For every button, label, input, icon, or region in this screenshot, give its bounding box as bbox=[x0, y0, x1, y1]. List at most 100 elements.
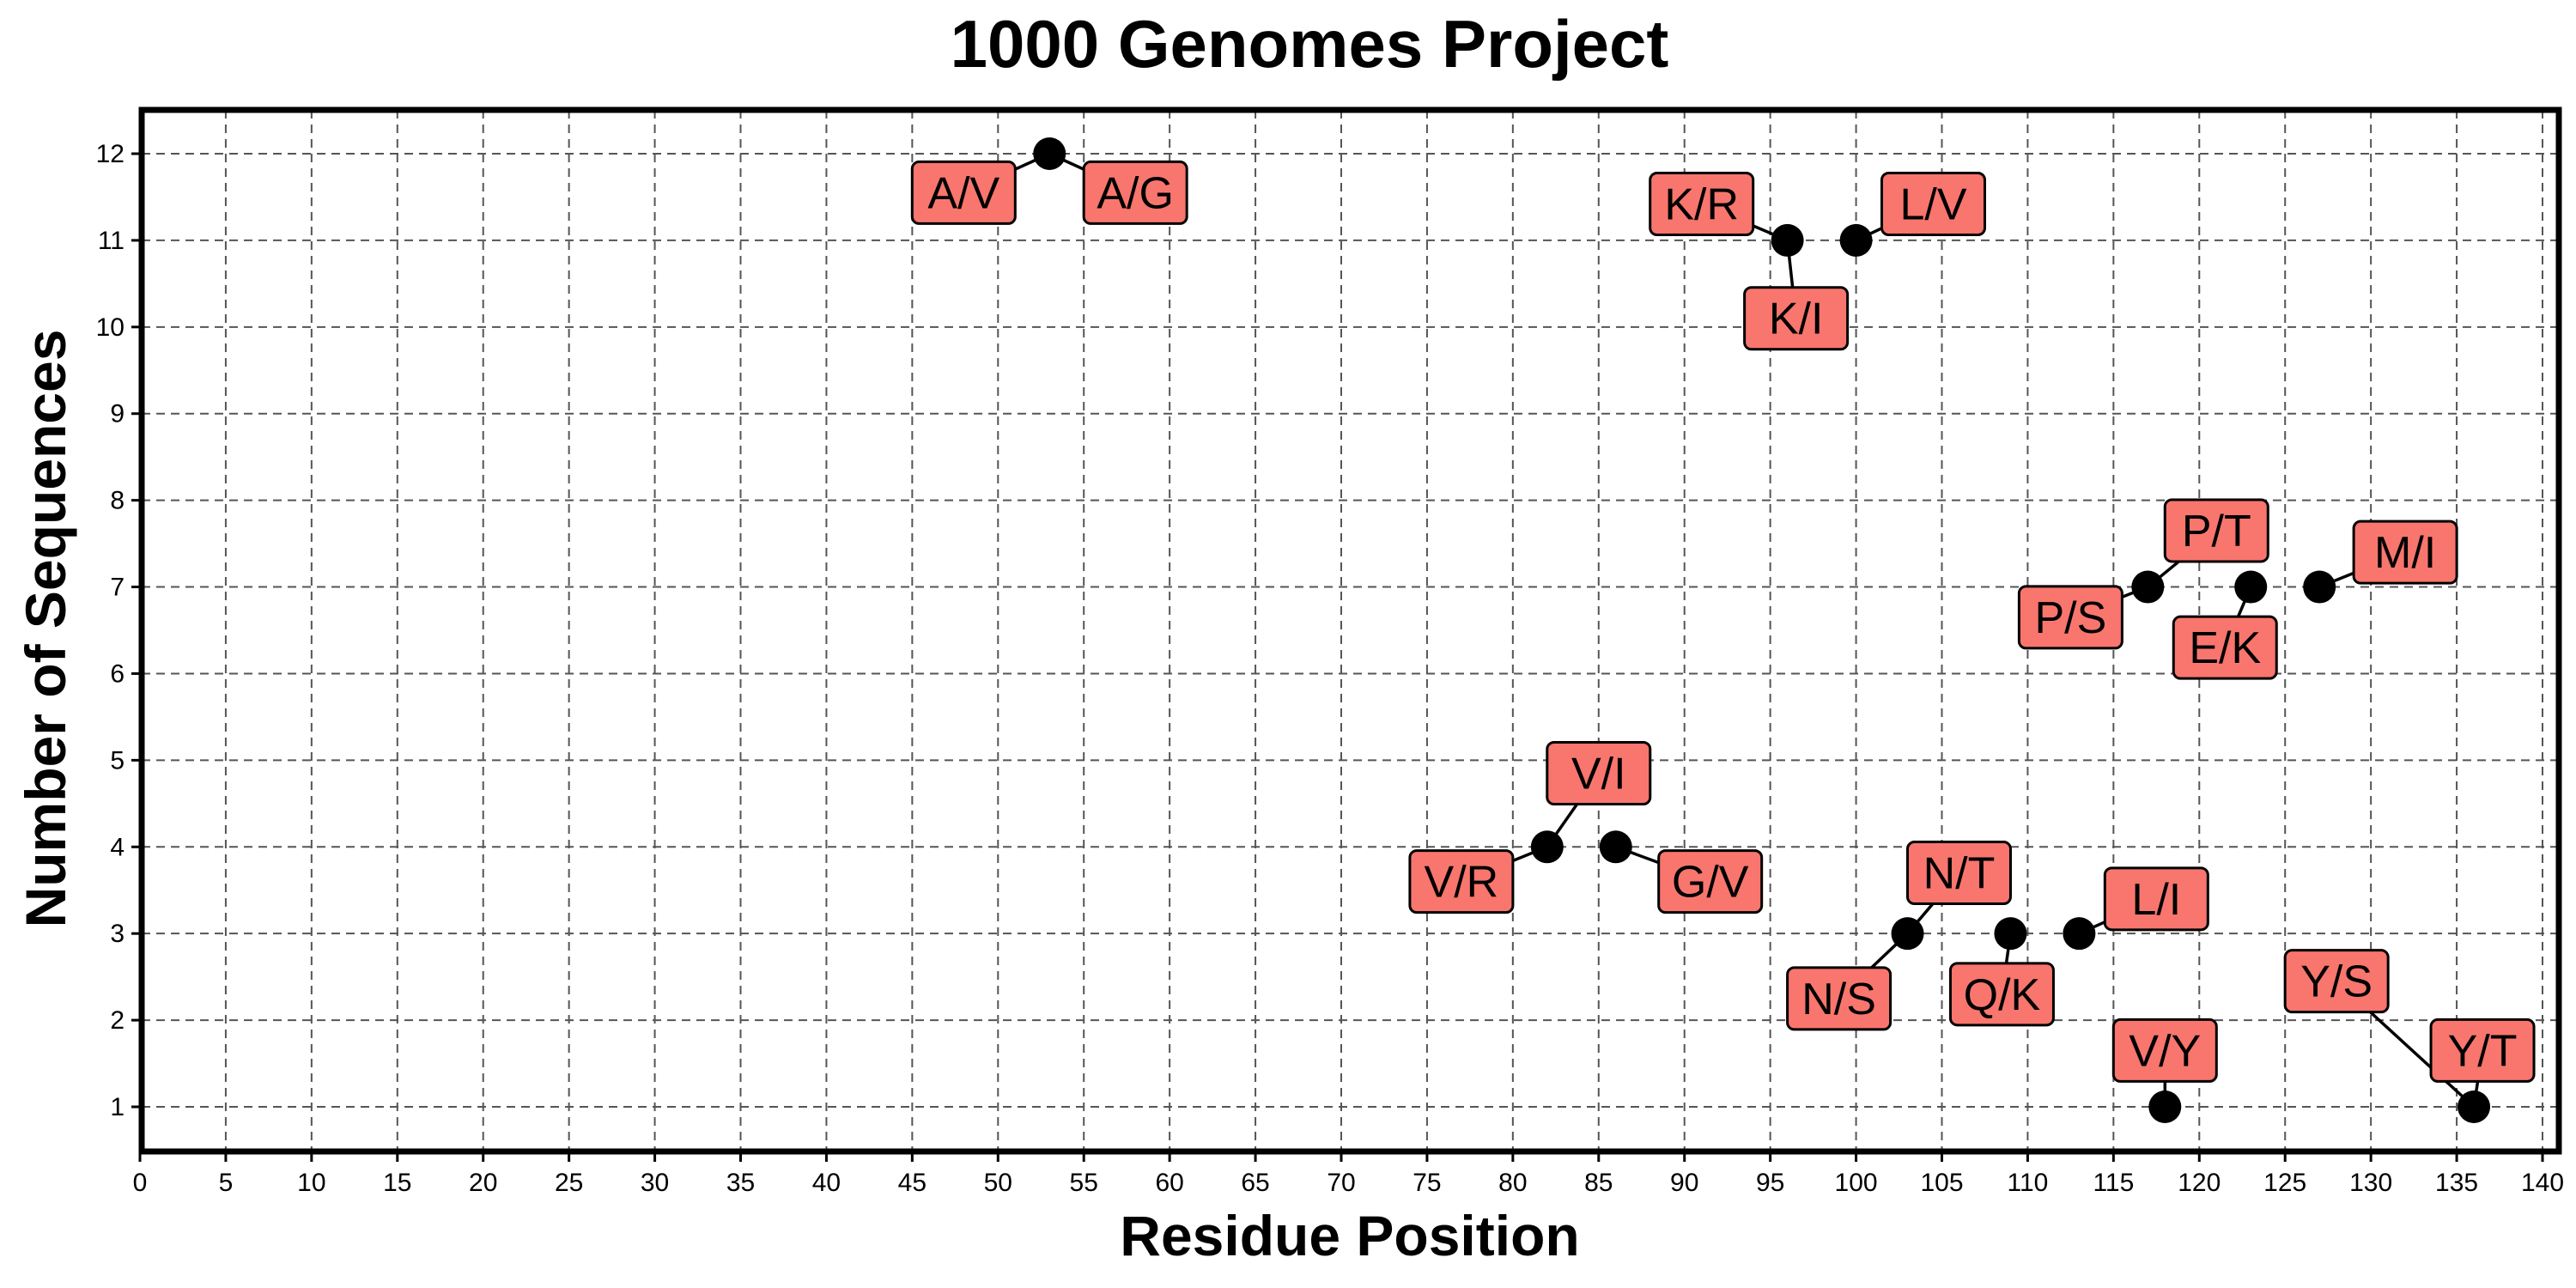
y-tick-label: 8 bbox=[110, 487, 125, 515]
point-label: L/V bbox=[1899, 180, 1966, 230]
data-points bbox=[1033, 137, 2491, 1123]
y-tick-label: 4 bbox=[110, 833, 125, 861]
y-tick-label: 2 bbox=[110, 1006, 125, 1035]
point-label-box bbox=[2283, 949, 2390, 1014]
x-tick-label: 125 bbox=[2263, 1169, 2306, 1197]
x-tick-label: 105 bbox=[1920, 1169, 1963, 1197]
x-tick-label: 120 bbox=[2178, 1169, 2221, 1197]
x-tick-label: 10 bbox=[297, 1169, 325, 1197]
data-point bbox=[2234, 570, 2268, 604]
y-axis-label: Number of Sequences bbox=[14, 330, 77, 928]
point-label-box bbox=[2429, 1018, 2536, 1083]
point-label-box bbox=[1905, 841, 2012, 906]
y-tick-label: 5 bbox=[110, 746, 125, 775]
x-tick-label: 85 bbox=[1584, 1169, 1613, 1197]
x-tick-label: 60 bbox=[1155, 1169, 1183, 1197]
point-label: Y/S bbox=[2300, 957, 2372, 1007]
x-tick-label: 35 bbox=[726, 1169, 755, 1197]
plot-frame bbox=[138, 106, 2562, 1155]
point-label-box bbox=[1786, 966, 1893, 1031]
point-label: N/T bbox=[1923, 849, 1996, 899]
point-label: A/G bbox=[1097, 168, 1174, 218]
x-tick-label: 65 bbox=[1241, 1169, 1269, 1197]
data-point bbox=[1530, 830, 1564, 864]
data-point bbox=[1994, 917, 2027, 951]
x-tick-label: 45 bbox=[898, 1169, 927, 1197]
x-tick-label: 100 bbox=[1835, 1169, 1878, 1197]
point-labels: A/V A/G K/R K/I L/V P/T P/S E/K M/I V/I V/R G/V N/T N… bbox=[910, 160, 2536, 1083]
x-tick-label: 40 bbox=[812, 1169, 841, 1197]
point-label: V/I bbox=[1571, 750, 1626, 799]
data-point bbox=[2063, 917, 2096, 951]
chart-title: 1000 Genomes Project bbox=[951, 6, 1669, 82]
x-tick-label: 50 bbox=[984, 1169, 1012, 1197]
x-tick-label: 0 bbox=[133, 1169, 148, 1197]
point-label: E/K bbox=[2189, 623, 2261, 673]
data-point bbox=[1033, 137, 1066, 170]
point-label: A/V bbox=[927, 168, 999, 218]
data-point bbox=[1599, 830, 1632, 864]
point-label: M/I bbox=[2374, 528, 2436, 578]
point-label-box bbox=[1408, 849, 1515, 914]
point-label-box bbox=[2352, 519, 2458, 585]
point-label-box bbox=[2111, 1018, 2218, 1083]
point-label-box bbox=[1546, 741, 1652, 805]
y-tick-label: 12 bbox=[96, 140, 125, 168]
point-label: P/T bbox=[2182, 507, 2251, 556]
point-label-box bbox=[2163, 498, 2269, 563]
point-label: V/Y bbox=[2129, 1026, 2201, 1076]
data-point bbox=[2458, 1091, 2491, 1123]
point-label: K/R bbox=[1664, 180, 1739, 230]
x-tick-label: 110 bbox=[2008, 1169, 2049, 1197]
point-label-box bbox=[1657, 849, 1764, 914]
point-label-box bbox=[910, 160, 1017, 225]
y-tick-label: 11 bbox=[98, 227, 125, 255]
x-tick-label: 20 bbox=[469, 1169, 497, 1197]
data-point bbox=[1839, 223, 1873, 257]
y-tick-label: 1 bbox=[110, 1093, 125, 1121]
data-point bbox=[2148, 1091, 2182, 1123]
x-tick-label: 25 bbox=[555, 1169, 583, 1197]
point-label: Y/T bbox=[2448, 1026, 2518, 1076]
x-tick-label: 95 bbox=[1756, 1169, 1784, 1197]
x-tick-label: 90 bbox=[1670, 1169, 1698, 1197]
x-tick-label: 115 bbox=[2093, 1169, 2134, 1197]
point-label: K/I bbox=[1769, 295, 1824, 344]
y-tick-label: 9 bbox=[110, 400, 125, 428]
point-label: P/S bbox=[2034, 593, 2106, 643]
x-tick-label: 140 bbox=[2521, 1169, 2564, 1197]
y-tick-label: 7 bbox=[110, 574, 125, 602]
y-tick-label: 3 bbox=[110, 920, 125, 948]
point-label-box bbox=[1743, 286, 1850, 351]
y-tick-label: 6 bbox=[110, 659, 125, 688]
x-tick-label: 70 bbox=[1327, 1169, 1355, 1197]
point-label-box bbox=[1649, 172, 1755, 237]
point-label-box bbox=[2017, 585, 2123, 650]
data-point bbox=[2131, 570, 2165, 604]
x-tick-label: 55 bbox=[1070, 1169, 1098, 1197]
data-point bbox=[1891, 917, 1924, 951]
data-point bbox=[1771, 223, 1804, 257]
point-label: Q/K bbox=[1964, 970, 2041, 1020]
point-label: L/I bbox=[2131, 875, 2181, 925]
point-label: G/V bbox=[1672, 858, 1749, 908]
data-point bbox=[2303, 570, 2336, 604]
x-tick-label: 75 bbox=[1413, 1169, 1441, 1197]
x-tick-label: 80 bbox=[1498, 1169, 1527, 1197]
x-tick-label: 30 bbox=[641, 1169, 669, 1197]
axis-ticks: 0 5 10 15 20 25 30 35 40 45 50 55 60 65 70 75 80 85 90 95 10… bbox=[96, 140, 2564, 1197]
point-label-box bbox=[2172, 615, 2278, 680]
point-label-box bbox=[1880, 172, 1987, 237]
x-tick-label: 135 bbox=[2435, 1169, 2478, 1197]
point-label: V/R bbox=[1425, 858, 1499, 908]
x-tick-label: 130 bbox=[2349, 1169, 2392, 1197]
x-tick-label: 15 bbox=[383, 1169, 411, 1197]
x-axis-label: Residue Position bbox=[1120, 1204, 1579, 1267]
point-label-box bbox=[1948, 962, 2055, 1027]
point-label-box bbox=[1082, 160, 1188, 225]
point-label-box bbox=[2103, 866, 2209, 932]
y-tick-label: 10 bbox=[96, 313, 125, 342]
x-tick-label: 5 bbox=[219, 1169, 234, 1197]
point-label: N/S bbox=[1801, 975, 1876, 1024]
